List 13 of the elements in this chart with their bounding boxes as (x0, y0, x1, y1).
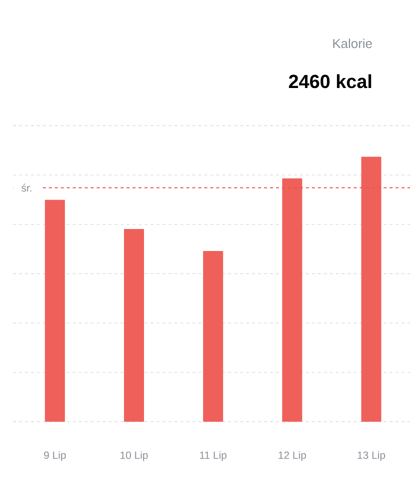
bar (124, 229, 144, 422)
x-tick-label: 11 Lip (200, 451, 226, 461)
x-tick-label: 9 Lip (44, 451, 66, 461)
x-tick-label: 10 Lip (120, 451, 148, 461)
bar (282, 178, 302, 422)
chart-title: Kalorie (332, 38, 372, 48)
ref-line-label: śr. (21, 184, 32, 192)
bar (44, 200, 65, 422)
chart-subtitle: 2460 kcal (288, 74, 371, 88)
bar (361, 156, 382, 422)
x-tick-label: 12 Lip (278, 451, 306, 461)
x-tick-label: 13 Lip (358, 451, 385, 461)
bar (202, 251, 223, 422)
